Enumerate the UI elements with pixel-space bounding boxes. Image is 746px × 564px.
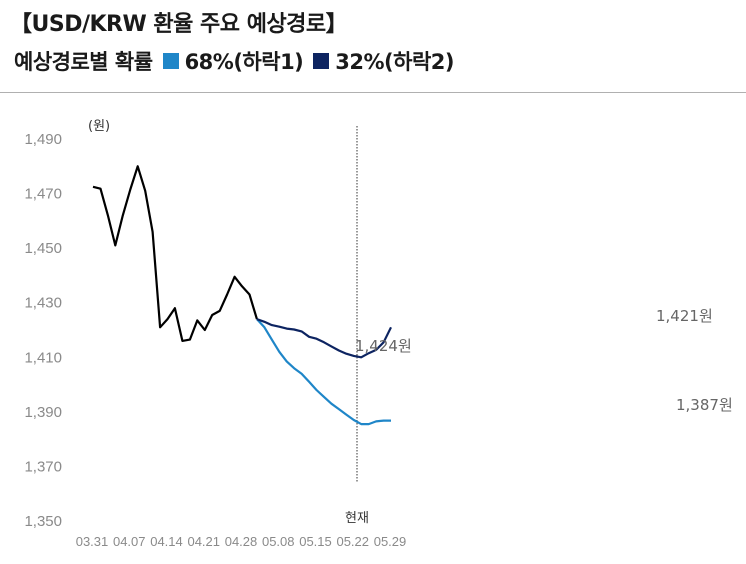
x-tick-label: 03.31 — [76, 534, 109, 549]
legend-item-down2: 32%(하락2) — [313, 46, 454, 76]
y-tick-label: 1,370 — [24, 458, 62, 475]
legend-label-down1: 68%(하락1) — [184, 50, 304, 74]
series-line-actual — [92, 165, 258, 342]
y-tick-label: 1,490 — [24, 131, 62, 148]
y-tick-label: 1,430 — [24, 295, 62, 312]
legend-label-down2: 32%(하락2) — [335, 50, 454, 74]
series-line-down1 — [256, 318, 391, 426]
annotation-down2-end: 1,421원 — [656, 307, 713, 325]
x-tick-label: 05.08 — [262, 534, 295, 549]
y-axis-unit-label: (원) — [88, 119, 110, 134]
current-date-label: 현재 — [345, 511, 369, 526]
x-tick-label: 05.22 — [336, 534, 369, 549]
legend-swatch-down1 — [162, 53, 179, 69]
legend-swatch-down2 — [313, 53, 330, 69]
y-tick-label: 1,410 — [24, 349, 62, 366]
annotation-current-value: 1,424원 — [355, 337, 412, 355]
subtitle-prefix: 예상경로별 확률 — [14, 50, 153, 74]
header-divider — [0, 92, 746, 93]
x-tick-label: 04.21 — [187, 534, 220, 549]
series-lines — [92, 165, 392, 426]
legend-item-down1: 68%(하락1) — [162, 46, 304, 76]
annotation-down1-end: 1,387원 — [676, 396, 733, 414]
x-axis: 03.31 04.07 04.14 04.21 04.28 05.08 05.15 05.22… — [76, 534, 407, 549]
y-axis: 1,350 1,370 1,390 1,410 1,430 1,450 1,470 1,490 — [24, 131, 62, 530]
y-tick-label: 1,470 — [24, 186, 62, 203]
y-tick-label: 1,350 — [24, 513, 62, 530]
x-tick-label: 04.07 — [113, 534, 146, 549]
series-line-down2 — [256, 318, 392, 359]
chart-title: 【USD/KRW 환율 주요 예상경로】 — [10, 12, 348, 37]
y-tick-label: 1,450 — [24, 240, 62, 257]
x-tick-label: 05.29 — [374, 534, 407, 549]
x-tick-label: 04.14 — [150, 534, 183, 549]
x-tick-label: 05.15 — [299, 534, 332, 549]
y-tick-label: 1,390 — [24, 404, 62, 421]
x-tick-label: 04.28 — [225, 534, 258, 549]
chart-subtitle: 예상경로별 확률 68%(하락1) 32%(하락2) — [14, 46, 454, 76]
